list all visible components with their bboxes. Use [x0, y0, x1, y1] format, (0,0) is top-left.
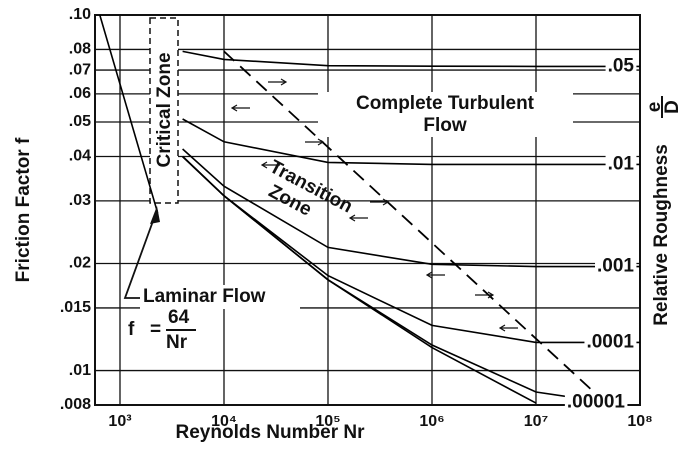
critical-zone-box: [149, 17, 179, 204]
laminar-pointer: [123, 209, 158, 299]
x-tick-label: 10⁵: [315, 413, 340, 430]
y-tick-label: .02: [69, 255, 91, 272]
label-bg: [584, 333, 637, 351]
x-tick-label: 10⁴: [211, 413, 237, 430]
arrows: [230, 78, 518, 332]
curve: [182, 118, 640, 166]
formula-eq: =: [150, 319, 161, 340]
y-tick-label: .07: [69, 61, 91, 78]
curve-label: .05: [608, 55, 635, 76]
x-tick-label: 10⁶: [419, 413, 444, 430]
curve-label: .0001: [586, 331, 634, 352]
y-axis-title: Friction Factor f: [13, 137, 34, 282]
y2-fraction-num: e: [644, 102, 665, 113]
y-tick-label: .08: [69, 41, 91, 58]
y-tick-label: .008: [60, 396, 91, 413]
formula-f: f: [128, 319, 135, 340]
y-tick-label: .01: [69, 362, 91, 379]
x-tick-label: 10⁸: [627, 413, 652, 430]
y2-fraction-den: D: [662, 100, 683, 114]
marks: [99, 14, 640, 404]
y2-axis-title: Relative Roughness: [651, 144, 672, 326]
curve: [99, 14, 159, 213]
curve: [182, 148, 640, 268]
y-tick-label: .03: [69, 192, 91, 209]
turbulent-label: Complete Turbulent Flow: [356, 93, 535, 136]
y-tick-label: .04: [69, 148, 91, 165]
y-tick-label: .05: [69, 113, 91, 130]
curve: [182, 50, 640, 68]
formula-num: 64: [168, 307, 190, 328]
curve-label: .00001: [567, 391, 626, 412]
label-bg: [318, 92, 573, 137]
y-tick-label: .10: [69, 6, 91, 23]
critical-zone-label: Critical Zone: [154, 52, 175, 167]
x-tick-label: 10⁷: [524, 413, 548, 430]
label-bg: [140, 285, 300, 309]
label-bg: [605, 155, 637, 173]
y-tick-label: .015: [60, 299, 91, 316]
arrow-head: [150, 206, 160, 224]
curve: [182, 155, 537, 404]
curve-label: .001: [597, 256, 634, 277]
formula-den: Nr: [166, 332, 188, 353]
laminar-label: Laminar Flow: [143, 286, 266, 307]
label-bg: [605, 57, 637, 75]
curve-label: .01: [608, 153, 635, 174]
label-bg: [564, 393, 628, 411]
x-tick-label: 10³: [108, 413, 131, 430]
plot-frame: [94, 14, 641, 406]
y-tick-label: .06: [69, 85, 91, 102]
curve: [223, 50, 605, 402]
label-bg: [595, 257, 637, 275]
x-axis-title: Reynolds Number Nr: [176, 422, 366, 443]
